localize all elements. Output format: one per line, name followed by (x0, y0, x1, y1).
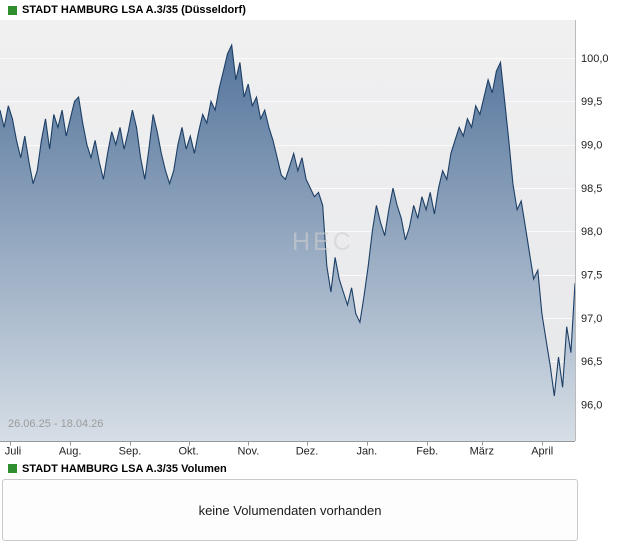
y-tick-label: 98,0 (581, 226, 602, 238)
x-tick-label: Nov. (237, 446, 259, 458)
price-line (0, 43, 576, 397)
x-tick-label: April (531, 446, 553, 458)
x-tick-label: März (470, 446, 494, 458)
volume-series-color-swatch (8, 464, 17, 473)
volume-chart-header: STADT HAMBURG LSA A.3/35 Volumen (0, 460, 620, 477)
y-tick-label: 98,5 (581, 183, 602, 195)
price-area-fill (0, 45, 575, 441)
y-tick-label: 99,0 (581, 140, 602, 152)
volume-chart-title: STADT HAMBURG LSA A.3/35 Volumen (22, 462, 227, 475)
y-tick-label: 96,0 (581, 399, 602, 411)
x-tick-label: Sep. (119, 446, 142, 458)
price-chart-header: STADT HAMBURG LSA A.3/35 (Düsseldorf) (0, 0, 620, 20)
volume-panel: keine Volumendaten vorhanden (2, 479, 578, 541)
x-tick-label: Feb. (416, 446, 438, 458)
date-range-label: 26.06.25 - 18.04.26 (8, 418, 104, 430)
price-series-color-swatch (8, 5, 17, 15)
price-chart-area: Juli Aug. Sep. Okt. Nov. Dez. Jan. Feb. März Apri… (0, 20, 620, 460)
x-tick-label: Aug. (59, 446, 82, 458)
y-tick-label: 96,5 (581, 356, 602, 368)
price-chart-title: STADT HAMBURG LSA A.3/35 (Düsseldorf) (22, 4, 246, 16)
x-tick-label: Jan. (356, 446, 377, 458)
x-tick-label: Dez. (296, 446, 319, 458)
y-tick-label: 97,5 (581, 269, 602, 281)
y-tick-label: 100,0 (581, 53, 609, 65)
x-tick-label: Juli (5, 446, 22, 458)
price-chart: Juli Aug. Sep. Okt. Nov. Dez. Jan. Feb. März Apri… (0, 20, 609, 458)
watermark: HEC (292, 228, 354, 256)
x-tick-label: Okt. (179, 446, 199, 458)
y-tick-label: 99,5 (581, 96, 602, 108)
y-tick-label: 97,0 (581, 313, 602, 325)
volume-empty-message: keine Volumendaten vorhanden (198, 502, 382, 518)
